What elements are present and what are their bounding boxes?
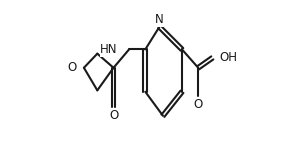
Text: O: O <box>68 61 77 74</box>
Text: O: O <box>109 109 118 122</box>
Text: OH: OH <box>219 51 237 64</box>
Text: O: O <box>194 98 203 111</box>
Text: N: N <box>155 13 164 26</box>
Text: HN: HN <box>100 43 118 56</box>
